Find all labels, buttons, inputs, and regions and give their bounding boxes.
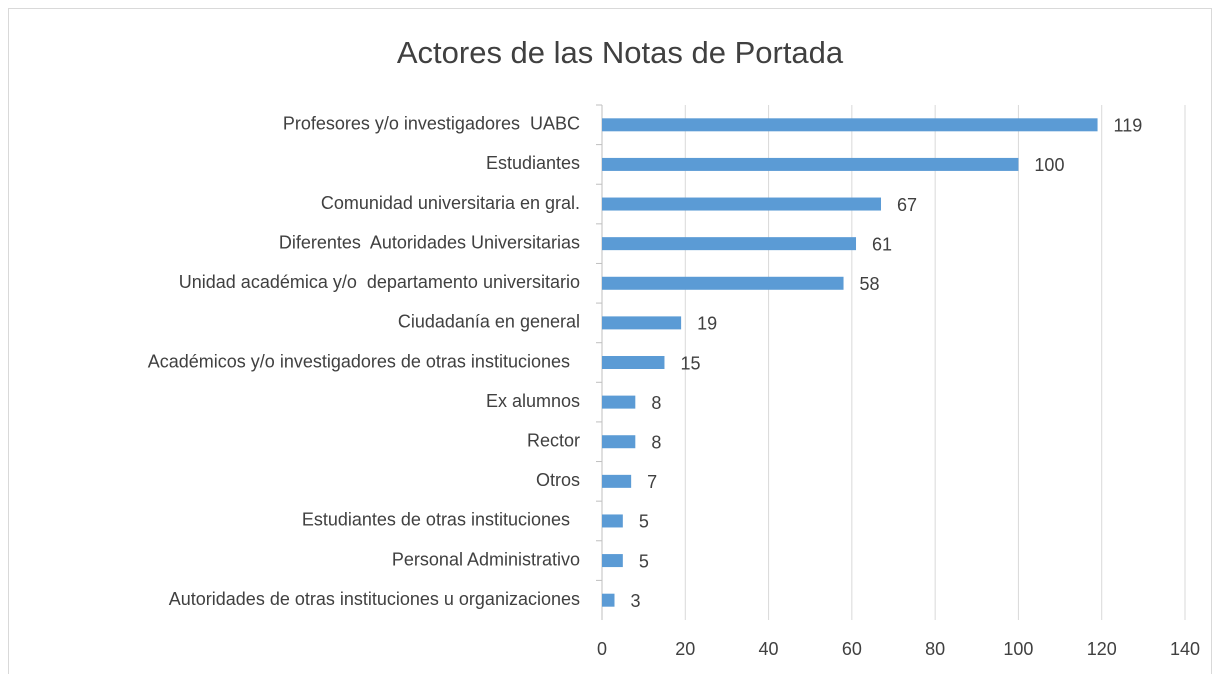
x-tick-label: 0 — [597, 639, 607, 659]
y-tick-label: Ex alumnos — [486, 391, 580, 411]
x-tick-label: 40 — [759, 639, 779, 659]
bar — [602, 593, 615, 607]
bar — [602, 118, 1098, 132]
x-tick-label: 80 — [925, 639, 945, 659]
bar — [602, 395, 636, 409]
data-label: 61 — [872, 234, 892, 254]
y-tick-label: Comunidad universitaria en gral. — [321, 193, 580, 213]
bar — [602, 197, 882, 211]
data-label: 58 — [860, 274, 880, 294]
bar — [602, 435, 636, 449]
x-tick-label: 20 — [675, 639, 695, 659]
y-tick-label: Unidad académica y/o departamento univer… — [179, 272, 580, 292]
data-label: 5 — [639, 551, 649, 571]
bar — [602, 356, 665, 369]
data-label: 15 — [680, 353, 700, 373]
y-tick-label: Otros — [536, 470, 580, 490]
chart-title: Actores de las Notas de Portada — [397, 35, 844, 70]
data-label: 67 — [897, 195, 917, 215]
data-label: 7 — [647, 472, 657, 492]
y-tick-label: Personal Administrativo — [392, 549, 580, 569]
y-tick-label: Rector — [527, 430, 580, 450]
y-tick-label: Académicos y/o investigadores de otras i… — [148, 351, 580, 371]
x-tick-label: 100 — [1003, 639, 1033, 659]
bar — [602, 316, 682, 330]
bar — [602, 157, 1019, 171]
bar — [602, 474, 632, 488]
data-label: 5 — [639, 512, 649, 532]
data-label: 8 — [651, 432, 661, 452]
y-tick-label: Estudiantes — [486, 153, 580, 173]
y-tick-label: Profesores y/o investigadores UABC — [283, 114, 580, 134]
y-tick-label: Autoridades de otras instituciones u org… — [169, 589, 580, 609]
y-tick-label: Estudiantes de otras instituciones — [302, 510, 580, 530]
data-label: 3 — [630, 591, 640, 611]
x-tick-label: 140 — [1170, 639, 1200, 659]
y-tick-label: Ciudadanía en general — [398, 312, 580, 332]
data-label: 119 — [1114, 116, 1143, 136]
bar — [602, 514, 623, 528]
chart-frame — [8, 8, 1212, 674]
bar — [602, 554, 623, 568]
data-label: 8 — [651, 393, 661, 413]
y-tick-label: Diferentes Autoridades Universitarias — [279, 232, 580, 252]
x-tick-label: 60 — [842, 639, 862, 659]
x-tick-label: 120 — [1087, 639, 1117, 659]
bar — [602, 237, 857, 251]
data-label: 19 — [697, 314, 717, 334]
data-label: 100 — [1034, 155, 1064, 175]
bar — [602, 276, 844, 290]
